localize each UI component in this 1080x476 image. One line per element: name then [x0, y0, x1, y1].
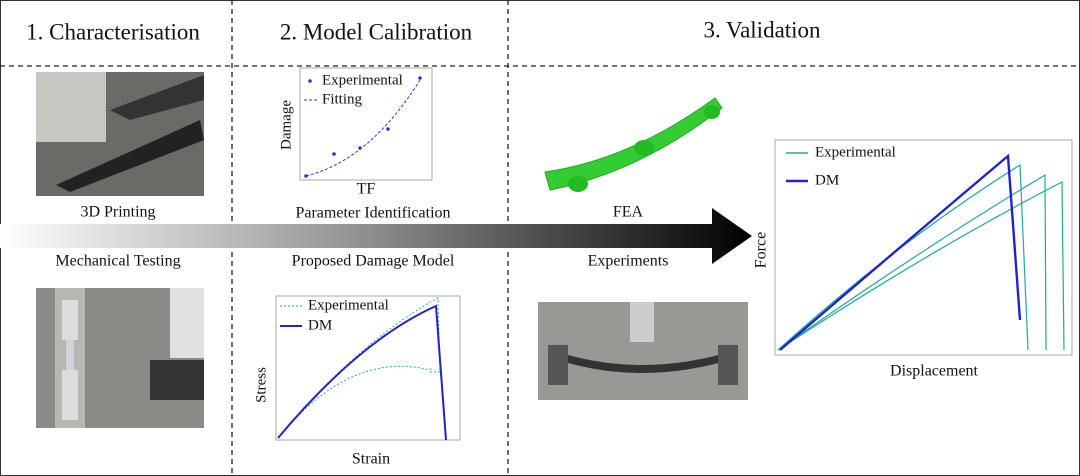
fea-beam — [544, 97, 723, 192]
fit-plot — [299, 67, 433, 181]
legend-label: Experimental — [322, 72, 403, 88]
axis-label: Stress — [253, 367, 269, 403]
caption: Parameter Identification — [295, 205, 450, 222]
column-title: 1. Characterisation — [26, 19, 200, 44]
flow-arrow — [0, 208, 752, 264]
axis-label: Strain — [352, 451, 390, 468]
testing-photo — [36, 288, 204, 428]
caption: Mechanical Testing — [55, 253, 180, 270]
axis-label: Displacement — [890, 363, 979, 380]
legend-label: DM — [815, 172, 839, 188]
force-plot — [774, 139, 1073, 356]
printing-photo — [36, 72, 204, 196]
axis-label: Force — [753, 232, 770, 268]
caption: 3D Printing — [80, 204, 155, 221]
caption: FEA — [613, 204, 644, 221]
legend-label: Fitting — [322, 91, 363, 107]
legend-label: Experimental — [815, 144, 896, 160]
experiment-photo — [538, 302, 748, 400]
column-title: 2. Model Calibration — [280, 19, 473, 44]
stress-plot — [275, 295, 461, 441]
legend-label: Experimental — [308, 297, 389, 313]
axis-label: Damage — [278, 100, 294, 150]
caption: Proposed Damage Model — [292, 253, 455, 270]
axis-label: TF — [357, 181, 376, 198]
caption: Experiments — [588, 253, 669, 270]
legend-label: DM — [308, 317, 332, 333]
column-title: 3. Validation — [703, 17, 821, 42]
